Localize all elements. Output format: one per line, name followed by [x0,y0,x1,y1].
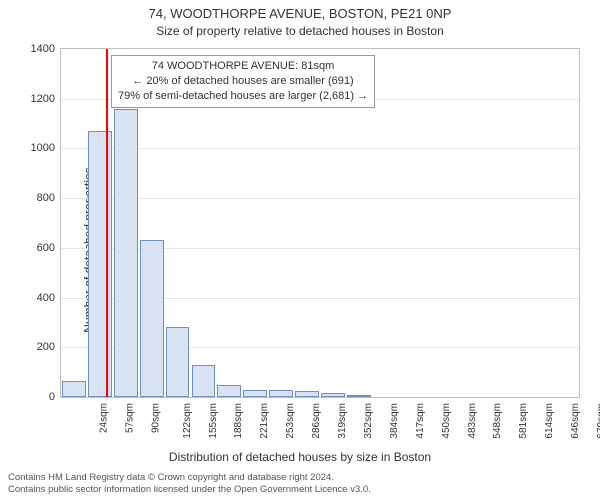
marker-line [106,49,108,397]
footer-attribution: Contains HM Land Registry data © Crown c… [8,472,371,496]
x-tick-label: 483sqm [467,403,478,439]
annotation-line-3: 79% of semi-detached houses are larger (… [118,89,368,104]
histogram-bar [321,393,345,397]
annotation-box: 74 WOODTHORPE AVENUE: 81sqm ← 20% of det… [111,55,375,108]
footer-line-2: Contains public sector information licen… [8,484,371,496]
histogram-bar [243,390,267,397]
x-tick-label: 90sqm [150,403,161,433]
histogram-bar [269,390,293,397]
x-tick-label: 548sqm [493,403,504,439]
x-tick-label: 417sqm [415,403,426,439]
x-tick-label: 352sqm [363,403,374,439]
y-tick-label: 0 [49,391,55,403]
histogram-bar [347,395,371,397]
x-tick-label: 122sqm [182,403,193,439]
x-tick-label: 581sqm [518,403,529,439]
histogram-bar [88,131,112,397]
histogram-bar [295,391,319,397]
x-tick-label: 646sqm [570,403,581,439]
x-tick-label: 221sqm [259,403,270,439]
x-tick-label: 679sqm [596,403,600,439]
chart-title: 74, WOODTHORPE AVENUE, BOSTON, PE21 0NP [0,6,600,21]
y-tick-label: 800 [37,192,55,204]
x-tick-label: 384sqm [389,403,400,439]
x-tick-label: 253sqm [285,403,296,439]
annotation-line-1: 74 WOODTHORPE AVENUE: 81sqm [118,59,368,74]
plot-area: 74 WOODTHORPE AVENUE: 81sqm ← 20% of det… [60,48,580,398]
x-tick-label: 188sqm [234,403,245,439]
x-tick-label: 286sqm [311,403,322,439]
histogram-bar [114,109,138,397]
x-tick-label: 450sqm [441,403,452,439]
y-tick-label: 1200 [31,93,55,105]
x-axis-label: Distribution of detached houses by size … [0,450,600,464]
y-tick-label: 1400 [31,43,55,55]
y-tick-label: 400 [37,292,55,304]
chart-subtitle: Size of property relative to detached ho… [0,24,600,38]
histogram-bar [62,381,86,397]
y-tick-label: 1000 [31,142,55,154]
x-tick-label: 155sqm [208,403,219,439]
histogram-bar [166,327,190,397]
histogram-bar [140,240,164,397]
x-tick-label: 57sqm [124,403,135,433]
chart-container: 74, WOODTHORPE AVENUE, BOSTON, PE21 0NP … [0,0,600,500]
footer-line-1: Contains HM Land Registry data © Crown c… [8,472,371,484]
y-tick-label: 600 [37,242,55,254]
y-tick-label: 200 [37,341,55,353]
x-tick-label: 614sqm [544,403,555,439]
histogram-bar [217,385,241,397]
histogram-bar [192,365,216,397]
x-tick-label: 24sqm [98,403,109,433]
annotation-line-2: ← 20% of detached houses are smaller (69… [118,74,368,89]
x-tick-label: 319sqm [337,403,348,439]
